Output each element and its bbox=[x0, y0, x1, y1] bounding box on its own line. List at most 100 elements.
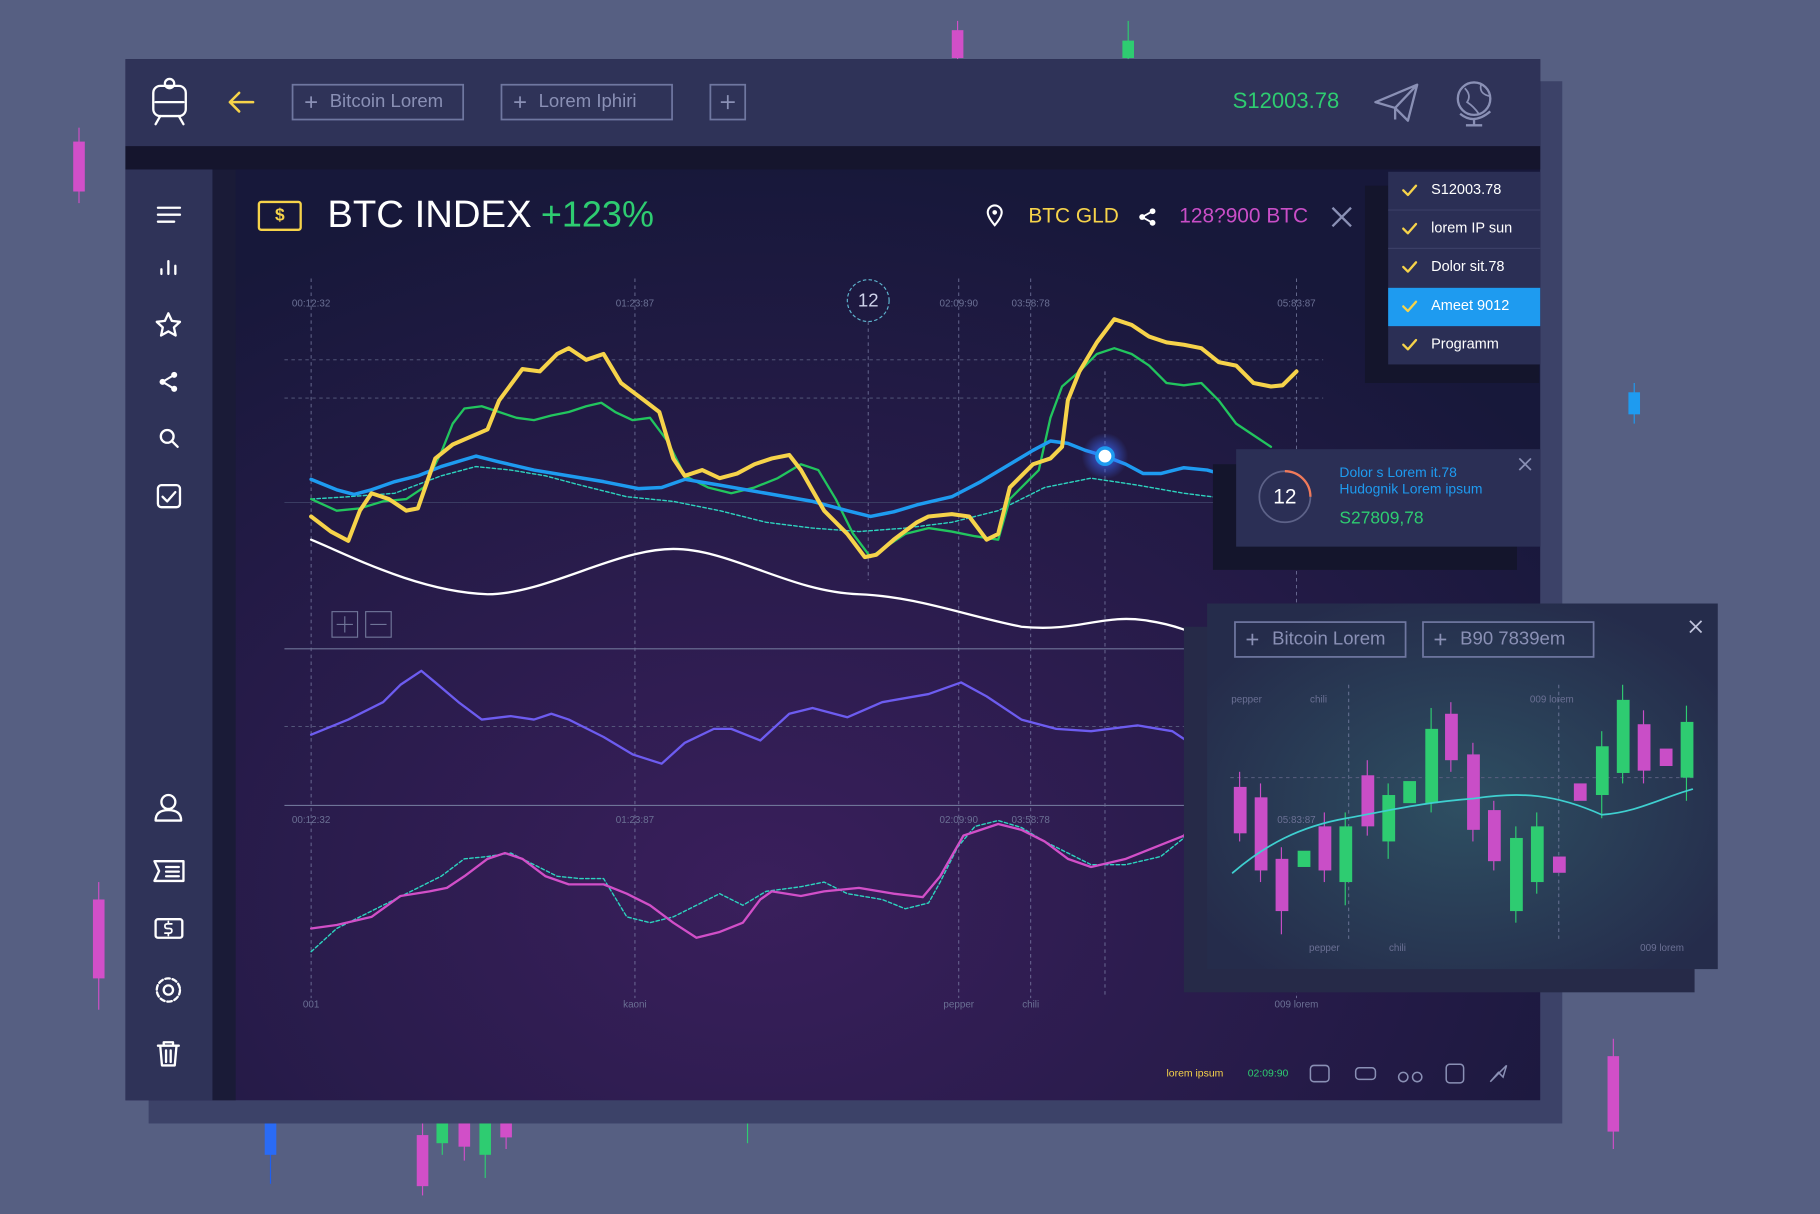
nav-tab[interactable]: Bitcoin Lorem bbox=[330, 90, 443, 111]
menu-item[interactable] bbox=[1402, 338, 1418, 351]
sidebar-strip bbox=[212, 169, 236, 1101]
add-tab[interactable] bbox=[709, 83, 747, 121]
popup-candles bbox=[1233, 786, 1247, 834]
close-button[interactable] bbox=[1689, 620, 1703, 634]
nav-tab[interactable] bbox=[291, 83, 465, 121]
bg-candles bbox=[92, 899, 105, 979]
sidebar-tasks[interactable] bbox=[161, 490, 177, 503]
popup-tab[interactable] bbox=[1434, 633, 1447, 646]
sidebar-search[interactable] bbox=[170, 439, 179, 448]
sidebar-wallet[interactable] bbox=[154, 918, 184, 939]
footer-icons[interactable] bbox=[1354, 1067, 1377, 1081]
footer-icons[interactable] bbox=[1411, 1071, 1423, 1083]
back-arrow[interactable] bbox=[228, 91, 255, 113]
sidebar-wallet[interactable] bbox=[154, 918, 184, 939]
popup-tab[interactable]: Bitcoin Lorem bbox=[1234, 621, 1407, 658]
sidebar-share[interactable] bbox=[159, 371, 178, 392]
menu-item[interactable]: Dolor sit.78 bbox=[1431, 259, 1504, 275]
sidebar-list[interactable] bbox=[153, 860, 185, 883]
globe-icon[interactable] bbox=[1464, 84, 1491, 115]
sidebar-delete[interactable] bbox=[156, 1041, 180, 1067]
share-icon[interactable] bbox=[1139, 208, 1156, 226]
close-button[interactable] bbox=[1331, 206, 1352, 228]
menu-item[interactable]: S12003.78 bbox=[1431, 182, 1501, 198]
menu-item[interactable]: Dolor sit.78 bbox=[1402, 259, 1504, 275]
nav-tab[interactable]: Bitcoin Lorem bbox=[291, 83, 465, 121]
sidebar-stats[interactable] bbox=[160, 259, 177, 276]
menu-item[interactable]: S12003.78 bbox=[1402, 182, 1501, 198]
popup-tab[interactable]: Bitcoin Lorem bbox=[1272, 627, 1385, 648]
nav-tab[interactable]: Lorem Iphiri bbox=[539, 90, 637, 111]
sidebar-settings[interactable] bbox=[162, 984, 175, 996]
zoom-controls[interactable] bbox=[331, 611, 359, 638]
sidebar-settings[interactable] bbox=[155, 977, 182, 1003]
add-tab[interactable] bbox=[709, 83, 747, 121]
footer-icons[interactable] bbox=[1309, 1064, 1330, 1083]
globe-icon[interactable] bbox=[1456, 81, 1492, 127]
menu-item[interactable] bbox=[1402, 261, 1418, 273]
menu-item-selected[interactable] bbox=[1388, 287, 1541, 327]
popup-tab[interactable]: B90 7839em bbox=[1460, 627, 1565, 648]
popup-grid: 009 lorem bbox=[1640, 943, 1684, 954]
sidebar-search[interactable] bbox=[159, 428, 175, 444]
send-icon[interactable] bbox=[1374, 83, 1419, 122]
sidebar-stats[interactable] bbox=[160, 259, 177, 276]
popup-tab[interactable] bbox=[1246, 633, 1259, 646]
sidebar-tasks[interactable] bbox=[156, 483, 182, 509]
zoom-controls[interactable] bbox=[331, 611, 392, 638]
popup-tab[interactable]: B90 7839em bbox=[1422, 621, 1595, 658]
menu-item-selected[interactable] bbox=[1402, 300, 1418, 313]
globe-icon[interactable] bbox=[1459, 110, 1492, 127]
menu-item-selected[interactable]: Ameet 9012 bbox=[1431, 298, 1509, 314]
sidebar-profile[interactable] bbox=[154, 808, 183, 822]
popup-grid: pepper chili 009 lorem 05:83:87 pepper c… bbox=[1230, 684, 1695, 954]
menu-item-selected[interactable]: Ameet 9012 bbox=[1388, 287, 1541, 327]
sidebar-wallet[interactable] bbox=[164, 920, 173, 937]
zoom-controls[interactable] bbox=[365, 611, 392, 638]
sidebar-menu[interactable] bbox=[156, 206, 182, 223]
globe-icon[interactable] bbox=[1456, 81, 1492, 117]
bg-candles bbox=[951, 30, 964, 59]
back-arrow[interactable] bbox=[228, 91, 255, 113]
popup-grid: 009 lorem bbox=[1530, 694, 1574, 705]
popup-tab[interactable] bbox=[1422, 621, 1595, 658]
menu-item[interactable] bbox=[1402, 222, 1418, 235]
menu-item[interactable]: lorem IP sun bbox=[1431, 220, 1512, 236]
nav-tab[interactable] bbox=[500, 83, 673, 121]
footer-icons[interactable] bbox=[1445, 1063, 1465, 1084]
time-labels: kaoni bbox=[623, 1000, 647, 1011]
curves bbox=[1095, 446, 1115, 466]
sidebar-profile[interactable] bbox=[154, 793, 183, 822]
share-icon[interactable] bbox=[1141, 210, 1154, 224]
sidebar-share[interactable] bbox=[162, 373, 175, 390]
sidebar-delete[interactable] bbox=[156, 1041, 180, 1067]
close-button[interactable] bbox=[1518, 457, 1532, 471]
add-tab[interactable] bbox=[720, 95, 735, 110]
popup-candles bbox=[1231, 788, 1694, 874]
send-icon[interactable] bbox=[1374, 83, 1419, 122]
sidebar-favorites[interactable] bbox=[155, 312, 182, 337]
popup-tab[interactable] bbox=[1234, 621, 1407, 658]
footer-icons[interactable] bbox=[1309, 1063, 1508, 1084]
sidebar-menu[interactable] bbox=[156, 206, 182, 223]
sidebar-list[interactable] bbox=[153, 860, 185, 883]
menu-item[interactable]: Programm bbox=[1402, 337, 1499, 353]
nav-tab[interactable]: Lorem Iphiri bbox=[500, 83, 673, 121]
nav-tab[interactable] bbox=[514, 96, 526, 108]
curves bbox=[309, 317, 1299, 560]
nav-tab[interactable] bbox=[305, 96, 317, 108]
popup-candles bbox=[1297, 850, 1311, 867]
footer-icons[interactable] bbox=[1397, 1071, 1409, 1083]
menu-item[interactable] bbox=[1402, 184, 1418, 197]
sidebar bbox=[125, 169, 213, 1101]
sidebar-search[interactable] bbox=[159, 428, 179, 448]
menu-item[interactable]: lorem IP sun bbox=[1402, 220, 1512, 236]
zoom-controls[interactable] bbox=[336, 616, 353, 633]
footer-icons[interactable] bbox=[1489, 1064, 1508, 1083]
sidebar-settings[interactable] bbox=[155, 977, 182, 1003]
popup-candles bbox=[1231, 684, 1694, 935]
menu-item[interactable]: Programm bbox=[1431, 337, 1499, 353]
sidebar-tasks[interactable] bbox=[156, 483, 182, 509]
sidebar-favorites[interactable] bbox=[155, 312, 182, 337]
tooltip-value: S27809,78 bbox=[1339, 507, 1423, 527]
